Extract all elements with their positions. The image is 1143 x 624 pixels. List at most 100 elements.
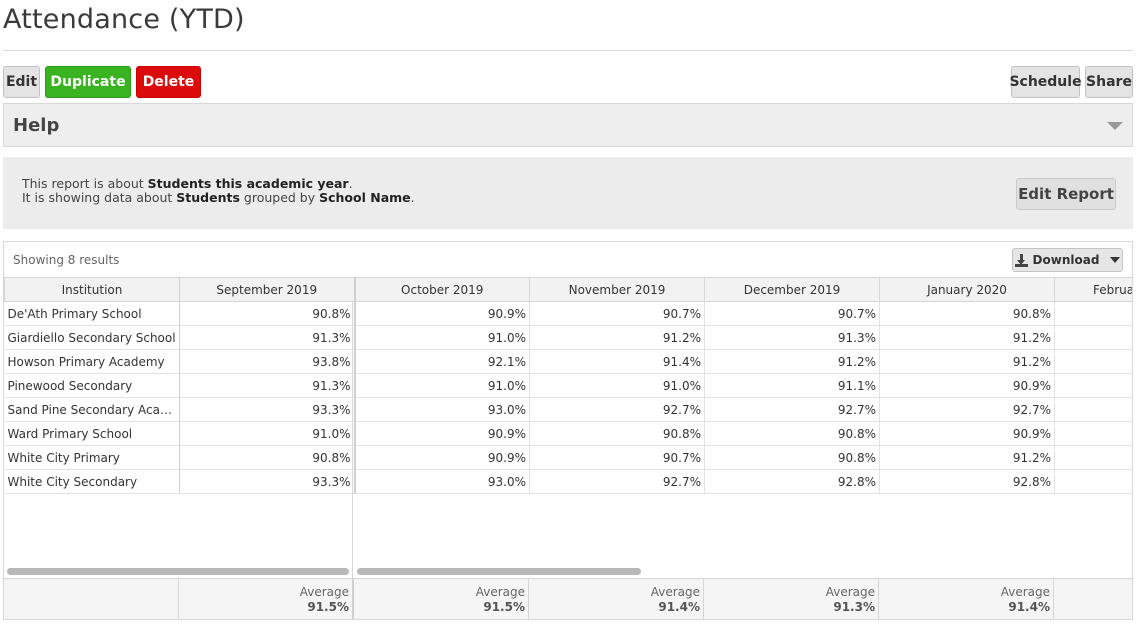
- attendance-value-cell: 91.0%: [354, 373, 530, 398]
- footer-blank-cell: [4, 579, 179, 619]
- column-header-institution[interactable]: Institution: [4, 277, 180, 302]
- averages-footer: Average 91.5% Average 91.5% Average 91.4% Aver…: [4, 578, 1132, 619]
- download-icon: [1014, 253, 1028, 267]
- attendance-value-cell: 91.2%: [879, 445, 1055, 470]
- institution-cell: White City Secondary: [4, 469, 180, 494]
- attendance-value-cell: 91.3%: [179, 373, 356, 398]
- attendance-value-cell: 93.3%: [179, 469, 356, 494]
- average-label: Average: [825, 585, 875, 599]
- average-label: Average: [1000, 585, 1050, 599]
- attendance-value-cell: 90.7%: [704, 301, 880, 326]
- average-cell: Average 91.5%: [354, 579, 529, 619]
- report-description-line-1: This report is about Students this acade…: [22, 176, 353, 191]
- attendance-value-cell: [1054, 469, 1132, 494]
- attendance-value-cell: 91.4%: [529, 349, 705, 374]
- left-horizontal-scrollbar[interactable]: [7, 568, 349, 575]
- attendance-value-cell: [1054, 301, 1132, 326]
- table-row: De'Ath Primary School 90.8% 90.9% 90.7% 90.7…: [4, 301, 1132, 326]
- institution-cell: Howson Primary Academy: [4, 349, 180, 374]
- caret-down-icon[interactable]: [1107, 122, 1123, 130]
- attendance-value-cell: 90.9%: [879, 421, 1055, 446]
- attendance-value-cell: [1054, 349, 1132, 374]
- duplicate-button[interactable]: Duplicate: [45, 66, 131, 98]
- edit-button[interactable]: Edit: [3, 66, 40, 98]
- attendance-value-cell: 91.3%: [179, 325, 356, 350]
- attendance-value-cell: 91.2%: [704, 349, 880, 374]
- attendance-value-cell: [1054, 373, 1132, 398]
- attendance-value-cell: 90.8%: [704, 445, 880, 470]
- attendance-value-cell: 92.7%: [704, 397, 880, 422]
- average-value: 91.3%: [833, 600, 875, 614]
- table-row: Sand Pine Secondary Acade… 93.3% 93.0% 92.7…: [4, 397, 1132, 422]
- report-info-panel: This report is about Students this acade…: [3, 157, 1133, 229]
- right-horizontal-scrollbar[interactable]: [357, 568, 641, 575]
- help-label: Help: [13, 114, 60, 136]
- institution-cell: De'Ath Primary School: [4, 301, 180, 326]
- download-button[interactable]: Download: [1012, 248, 1123, 272]
- table-row: White City Primary 90.8% 90.9% 90.7% 90.8% 91…: [4, 445, 1132, 470]
- attendance-value-cell: 93.0%: [354, 469, 530, 494]
- attendance-value-cell: 92.8%: [704, 469, 880, 494]
- attendance-value-cell: 92.7%: [529, 469, 705, 494]
- attendance-value-cell: 90.9%: [879, 373, 1055, 398]
- help-panel-header[interactable]: Help: [3, 103, 1133, 147]
- table-row: Ward Primary School 91.0% 90.9% 90.8% 90.8% 9…: [4, 421, 1132, 446]
- column-header-september-2019[interactable]: September 2019: [179, 277, 356, 302]
- attendance-value-cell: 91.0%: [179, 421, 356, 446]
- column-header-october-2019[interactable]: October 2019: [354, 277, 530, 302]
- table-row: Pinewood Secondary 91.3% 91.0% 91.0% 91.1% 90…: [4, 373, 1132, 398]
- share-button[interactable]: Share: [1085, 66, 1133, 98]
- table-row: Howson Primary Academy 93.8% 92.1% 91.4% 91.…: [4, 349, 1132, 374]
- attendance-value-cell: 91.0%: [529, 373, 705, 398]
- column-header-february-2020[interactable]: Februa: [1054, 277, 1132, 302]
- attendance-value-cell: [1054, 421, 1132, 446]
- report-description-line-2: It is showing data about Students groupe…: [22, 190, 415, 205]
- column-header-january-2020[interactable]: January 2020: [879, 277, 1055, 302]
- average-value: 91.5%: [307, 600, 349, 614]
- institution-cell: Sand Pine Secondary Acade…: [4, 397, 180, 422]
- institution-cell: Ward Primary School: [4, 421, 180, 446]
- attendance-value-cell: [1054, 325, 1132, 350]
- attendance-value-cell: 90.9%: [354, 301, 530, 326]
- attendance-value-cell: 91.3%: [704, 325, 880, 350]
- attendance-value-cell: 90.8%: [529, 421, 705, 446]
- average-label: Average: [299, 585, 349, 599]
- average-cell: Average 91.4%: [879, 579, 1054, 619]
- attendance-value-cell: 90.8%: [879, 301, 1055, 326]
- attendance-value-cell: 90.8%: [179, 301, 356, 326]
- attendance-value-cell: 91.2%: [879, 325, 1055, 350]
- caret-down-icon: [1110, 257, 1121, 263]
- attendance-value-cell: 90.9%: [354, 445, 530, 470]
- average-value: 91.4%: [1008, 600, 1050, 614]
- average-label: Average: [650, 585, 700, 599]
- institution-cell: Pinewood Secondary: [4, 373, 180, 398]
- average-value: 91.5%: [483, 600, 525, 614]
- attendance-value-cell: 92.7%: [879, 397, 1055, 422]
- attendance-value-cell: 90.7%: [529, 301, 705, 326]
- average-cell: Average 91.4%: [529, 579, 704, 619]
- schedule-button[interactable]: Schedule: [1009, 66, 1082, 98]
- column-header-december-2019[interactable]: December 2019: [704, 277, 880, 302]
- attendance-value-cell: 91.0%: [354, 325, 530, 350]
- attendance-value-cell: 90.8%: [704, 421, 880, 446]
- title-divider: [3, 50, 1133, 51]
- edit-report-button[interactable]: Edit Report: [1016, 178, 1116, 210]
- attendance-value-cell: [1054, 445, 1132, 470]
- attendance-value-cell: 90.9%: [354, 421, 530, 446]
- attendance-value-cell: 90.8%: [179, 445, 356, 470]
- table-header-row: Institution September 2019 October 2019 …: [4, 277, 1132, 302]
- institution-cell: Giardiello Secondary School: [4, 325, 180, 350]
- column-header-november-2019[interactable]: November 2019: [529, 277, 705, 302]
- table-row: Giardiello Secondary School 91.3% 91.0% 91.…: [4, 325, 1132, 350]
- download-label: Download: [1032, 253, 1100, 267]
- attendance-value-cell: 93.8%: [179, 349, 356, 374]
- attendance-value-cell: 91.2%: [529, 325, 705, 350]
- attendance-value-cell: [1054, 397, 1132, 422]
- delete-button[interactable]: Delete: [136, 66, 201, 98]
- attendance-value-cell: 92.1%: [354, 349, 530, 374]
- attendance-table: Institution September 2019 October 2019 …: [4, 277, 1132, 494]
- average-value: 91.4%: [658, 600, 700, 614]
- frozen-pane-divider: [352, 301, 353, 619]
- attendance-value-cell: 90.7%: [529, 445, 705, 470]
- attendance-value-cell: 91.2%: [879, 349, 1055, 374]
